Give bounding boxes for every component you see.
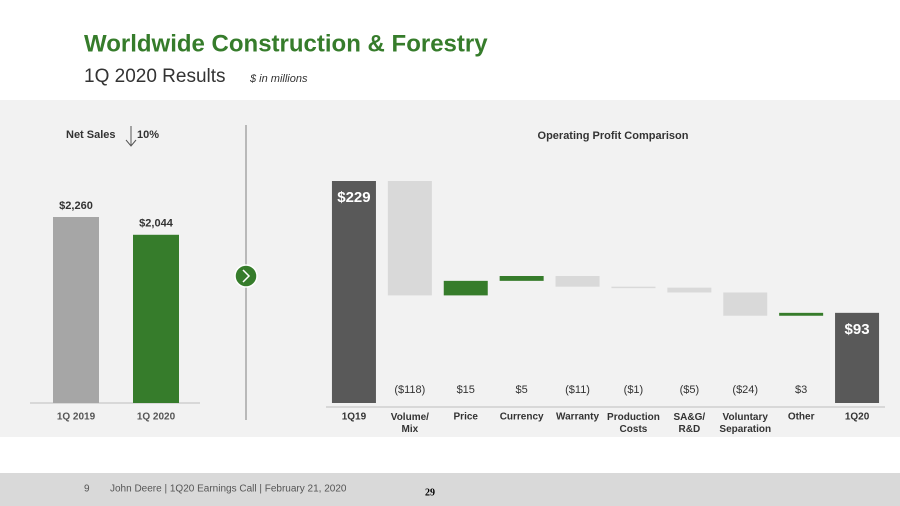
- chart-title: Operating Profit Comparison: [538, 130, 689, 142]
- page-number: 9: [84, 484, 90, 495]
- delta-bar: [779, 312, 824, 316]
- total-bar: [835, 312, 880, 403]
- delta-bar: [555, 276, 600, 287]
- data-label: $93: [845, 321, 870, 338]
- data-label: ($11): [565, 384, 590, 396]
- subtitle: 1Q 2020 Results: [84, 66, 226, 87]
- data-label: ($1): [624, 384, 644, 396]
- x-tick-label: Currency: [500, 412, 544, 423]
- data-label: ($118): [394, 384, 425, 396]
- unit-note: $ in millions: [249, 73, 308, 85]
- x-tick-label: Volume/Mix: [391, 412, 429, 435]
- bar: [53, 217, 99, 403]
- x-tick-label: Other: [788, 412, 815, 423]
- data-label: $2,260: [59, 200, 93, 212]
- total-bar: [331, 181, 376, 403]
- footer-band: [0, 473, 900, 506]
- chart-title: Net Sales: [66, 129, 116, 141]
- slide-number: 29: [425, 487, 435, 498]
- data-label: $5: [516, 384, 528, 396]
- data-label: $3: [795, 384, 807, 396]
- data-label: ($24): [732, 384, 758, 396]
- data-label: $15: [457, 384, 475, 396]
- x-tick-label: Production Costs: [607, 412, 660, 435]
- x-tick-label: 1Q 2020: [137, 412, 176, 423]
- x-tick-label: 1Q19: [342, 412, 367, 423]
- footer-text: John Deere | 1Q20 Earnings Call | Februa…: [110, 484, 347, 495]
- delta-bar: [667, 287, 712, 293]
- data-label: $229: [337, 189, 370, 206]
- delta-bar: [611, 286, 656, 289]
- bar: [133, 234, 179, 403]
- arrow-icon: [234, 264, 258, 288]
- down-arrow: [125, 126, 137, 147]
- x-tick-label: Price: [454, 412, 479, 423]
- data-label: ($5): [680, 384, 700, 396]
- data-label: $2,044: [139, 218, 174, 230]
- x-tick-label: Voluntary Separation: [719, 412, 771, 435]
- delta-bar: [387, 181, 432, 296]
- delta-bar: [443, 280, 488, 296]
- x-tick-label: 1Q20: [845, 412, 870, 423]
- x-tick-label: SA&G/R&D: [674, 412, 706, 435]
- delta-bar: [723, 292, 768, 316]
- x-tick-label: Warranty: [556, 412, 599, 423]
- x-tick-label: 1Q 2019: [57, 412, 96, 423]
- title: Worldwide Construction & Forestry: [84, 30, 488, 57]
- chevron: [242, 269, 251, 283]
- change-label: 10%: [137, 129, 159, 141]
- delta-bar: [499, 276, 544, 281]
